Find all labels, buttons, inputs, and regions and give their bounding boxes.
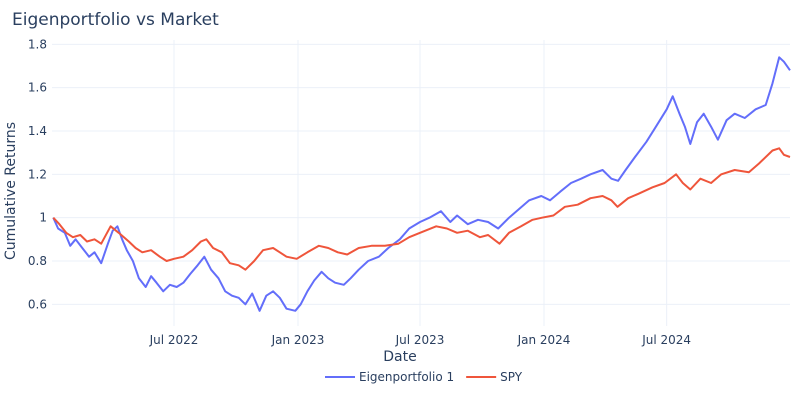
x-axis-ticks: Jul 2022 Jan 2023 Jul 2023 Jan 2024 Jul 2024 bbox=[149, 333, 692, 347]
x-tick-label: Jul 2024 bbox=[641, 333, 691, 347]
y-axis-ticks: 0.6 0.8 1 1.2 1.4 1.6 1.8 bbox=[28, 37, 47, 311]
x-tick-label: Jul 2023 bbox=[395, 333, 445, 347]
y-tick-label: 1 bbox=[39, 211, 47, 225]
chart-title: Eigenportfolio vs Market bbox=[12, 10, 219, 30]
y-tick-label: 1.8 bbox=[28, 37, 47, 51]
x-tick-label: Jan 2023 bbox=[271, 333, 325, 347]
x-tick-label: Jan 2024 bbox=[517, 333, 571, 347]
grid-lines bbox=[52, 40, 790, 326]
x-axis-title: Date bbox=[383, 349, 416, 365]
y-tick-label: 1.2 bbox=[28, 167, 47, 181]
legend[interactable]: Eigenportfolio 1 SPY bbox=[325, 370, 523, 384]
y-tick-label: 1.4 bbox=[28, 124, 47, 138]
y-tick-label: 1.6 bbox=[28, 81, 47, 95]
series-line-eigenportfolio-1 bbox=[52, 56, 791, 312]
series-lines bbox=[52, 56, 791, 312]
legend-label: Eigenportfolio 1 bbox=[359, 370, 454, 384]
x-tick-label: Jul 2022 bbox=[149, 333, 199, 347]
legend-item[interactable]: Eigenportfolio 1 bbox=[325, 370, 454, 384]
y-axis-title: Cumulative Returns bbox=[3, 122, 19, 260]
legend-label: SPY bbox=[500, 370, 523, 384]
legend-item[interactable]: SPY bbox=[466, 370, 523, 384]
y-tick-label: 0.6 bbox=[28, 297, 47, 311]
series-line-spy bbox=[52, 147, 791, 271]
y-tick-label: 0.8 bbox=[28, 254, 47, 268]
